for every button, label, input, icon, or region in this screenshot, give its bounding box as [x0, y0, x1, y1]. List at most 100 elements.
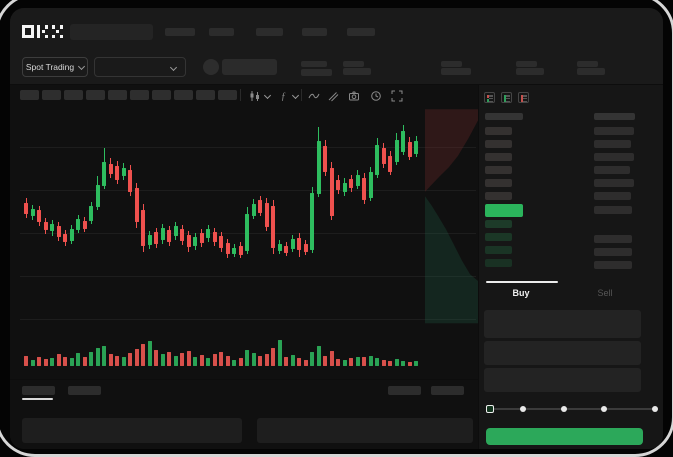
nav-search-box[interactable]	[70, 24, 153, 40]
candle-body	[232, 248, 236, 254]
interval-button[interactable]	[42, 90, 61, 100]
interval-button[interactable]	[218, 90, 237, 100]
tab-buy[interactable]: Buy	[479, 285, 563, 301]
nav-item[interactable]	[302, 28, 327, 36]
ask-amount-bar	[594, 166, 630, 174]
chart-type-candles-icon[interactable]	[249, 89, 261, 101]
slider-stop[interactable]	[520, 406, 526, 412]
bid-amount-bar	[594, 248, 632, 256]
ask-amount-bar	[594, 153, 634, 161]
candle-body	[180, 229, 184, 241]
interval-button[interactable]	[196, 90, 215, 100]
avatar[interactable]	[203, 59, 219, 75]
interval-button[interactable]	[130, 90, 149, 100]
volume-bar	[76, 353, 80, 366]
candle-body	[375, 145, 379, 175]
volume-bar	[37, 357, 41, 366]
interval-button[interactable]	[64, 90, 83, 100]
candle-body	[381, 148, 386, 164]
nav-item[interactable]	[347, 28, 375, 36]
slider-stop[interactable]	[601, 406, 607, 412]
stat-value	[343, 68, 371, 75]
volume-bar	[167, 352, 171, 366]
order-form-field[interactable]	[484, 310, 641, 338]
volume-bar	[323, 356, 327, 366]
orders-tab[interactable]	[68, 386, 101, 395]
volume-bar	[381, 360, 386, 366]
ask-price-bar[interactable]	[485, 140, 512, 148]
draw-tool-icon[interactable]	[327, 89, 339, 102]
candle-body	[342, 183, 347, 192]
volume-bar	[95, 348, 100, 366]
interval-button[interactable]	[20, 90, 39, 100]
interval-button[interactable]	[174, 90, 193, 100]
ask-price-bar[interactable]	[485, 192, 512, 200]
account-block[interactable]	[222, 59, 277, 75]
candle-body	[264, 203, 269, 227]
market-type-selector[interactable]: Spot Trading	[22, 57, 88, 77]
pair-dropdown[interactable]	[94, 57, 186, 77]
ask-amount-bar	[594, 127, 634, 135]
volume-bar	[388, 361, 392, 366]
ask-price-bar[interactable]	[485, 179, 512, 187]
nav-item[interactable]	[209, 28, 234, 36]
indicators-icon[interactable]: ƒ	[279, 89, 291, 103]
candle-body	[173, 226, 178, 236]
stat-label	[516, 61, 537, 67]
book-both-icon[interactable]	[484, 92, 495, 103]
slider-handle[interactable]	[486, 405, 494, 413]
nav-item[interactable]	[165, 28, 195, 36]
bid-price-bar[interactable]	[485, 220, 512, 228]
candle-body	[128, 170, 132, 192]
bid-price-bar[interactable]	[485, 246, 512, 254]
order-form-field[interactable]	[484, 368, 641, 392]
slider-stop[interactable]	[652, 406, 658, 412]
stat-value	[577, 68, 605, 75]
orders-action[interactable]	[431, 386, 464, 395]
candle-body	[212, 232, 217, 242]
book-bids-icon[interactable]	[501, 92, 512, 103]
bid-price-bar[interactable]	[485, 259, 512, 267]
volume-bar	[82, 357, 87, 366]
volume-bar	[284, 357, 288, 366]
orders-tab[interactable]	[22, 386, 55, 395]
volume-bar	[375, 358, 379, 366]
ask-price-bar[interactable]	[485, 153, 512, 161]
header-divider	[10, 84, 663, 85]
submit-buy-button[interactable]	[486, 428, 643, 445]
order-form-field[interactable]	[484, 341, 641, 365]
orders-divider	[10, 379, 478, 380]
toolbar-separator	[240, 89, 241, 101]
line-tool-icon[interactable]	[308, 89, 320, 101]
orders-action[interactable]	[388, 386, 421, 395]
volume-bar	[336, 359, 340, 366]
interval-button[interactable]	[86, 90, 105, 100]
candle-body	[329, 168, 334, 216]
candle-body	[95, 185, 100, 207]
tab-sell[interactable]: Sell	[563, 285, 647, 301]
interval-button[interactable]	[108, 90, 127, 100]
candle-body	[134, 188, 139, 222]
candle-body	[271, 206, 275, 248]
history-icon[interactable]	[370, 89, 382, 101]
candle-body	[355, 175, 360, 186]
candle-body	[76, 219, 80, 230]
candle-body	[89, 206, 93, 221]
slider-stop[interactable]	[561, 406, 567, 412]
interval-button[interactable]	[152, 90, 171, 100]
camera-icon[interactable]	[348, 89, 360, 101]
fullscreen-icon[interactable]	[391, 89, 403, 102]
bid-price-bar[interactable]	[485, 233, 512, 241]
stat-label	[343, 61, 364, 67]
volume-bar	[173, 356, 178, 366]
ask-price-bar[interactable]	[485, 127, 512, 135]
gridline	[20, 276, 476, 277]
nav-item[interactable]	[256, 28, 283, 36]
ask-price-bar[interactable]	[485, 166, 512, 174]
book-asks-icon[interactable]	[518, 92, 529, 103]
candle-body	[50, 224, 54, 231]
volume-bar	[134, 349, 139, 366]
amount-slider-track[interactable]	[490, 408, 656, 410]
volume-bar	[297, 358, 301, 366]
